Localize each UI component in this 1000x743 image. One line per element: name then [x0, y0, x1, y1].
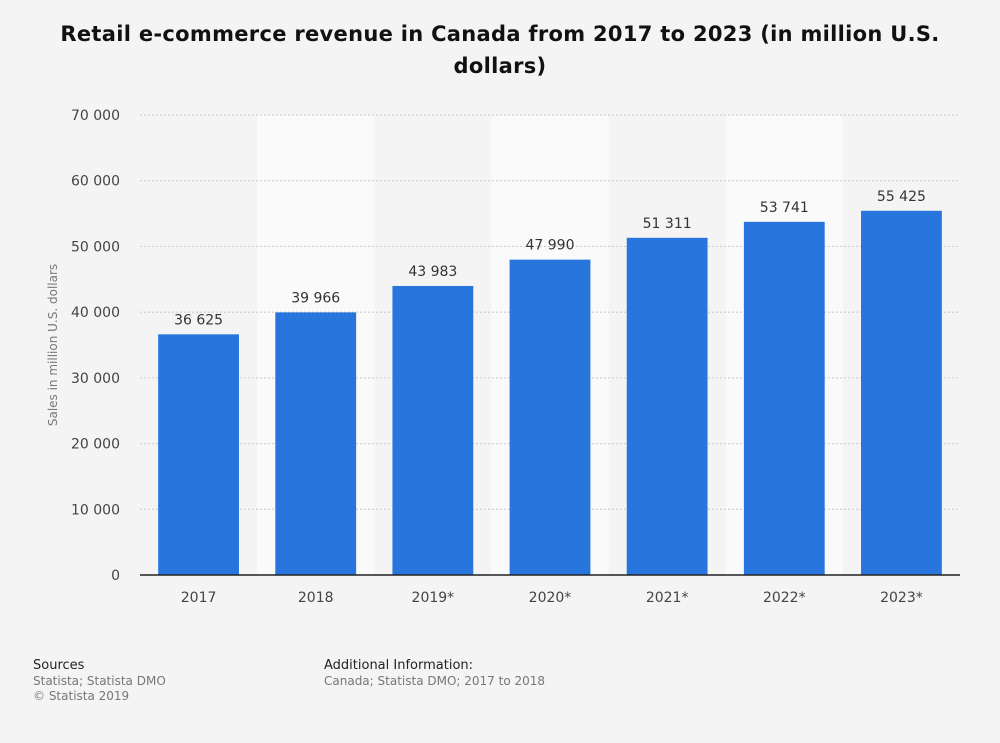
- bar: [509, 259, 591, 575]
- data-label: 55 425: [877, 189, 926, 205]
- x-tick-label: 2017: [181, 590, 217, 606]
- x-tick-label: 2020*: [529, 590, 572, 606]
- sources-text: Statista; Statista DMO: [33, 674, 166, 688]
- sources-heading: Sources: [33, 658, 85, 673]
- chart-title: Retail e-commerce revenue in Canada from…: [60, 22, 940, 78]
- y-tick-label: 60 000: [71, 174, 120, 190]
- bar: [861, 210, 942, 575]
- x-tick-label: 2019*: [412, 590, 455, 606]
- data-label: 43 983: [408, 264, 457, 280]
- y-axis-label: Sales in million U.S. dollars: [46, 264, 60, 426]
- x-tick-label: 2023*: [880, 590, 923, 606]
- data-label: 39 966: [291, 290, 340, 306]
- bar: [626, 237, 708, 576]
- additional-info-text: Canada; Statista DMO; 2017 to 2018: [324, 674, 546, 688]
- data-label: 53 741: [760, 200, 809, 216]
- copyright-text: © Statista 2019: [33, 689, 130, 703]
- bar: [392, 285, 474, 575]
- y-tick-label: 40 000: [71, 305, 120, 321]
- y-tick-label: 20 000: [71, 437, 120, 453]
- data-label: 47 990: [526, 238, 575, 254]
- y-tick-label: 10 000: [71, 502, 120, 518]
- data-label: 36 625: [174, 312, 223, 328]
- bar: [158, 334, 239, 575]
- data-label: 51 311: [643, 216, 692, 232]
- y-tick-label: 70 000: [71, 108, 120, 124]
- bar: [275, 312, 357, 575]
- x-tick-label: 2018: [298, 590, 334, 606]
- bar: [743, 221, 825, 576]
- additional-info-block: Additional Information: Canada; Statista…: [324, 658, 545, 689]
- y-tick-label: 0: [111, 568, 120, 584]
- x-tick-label: 2022*: [763, 590, 806, 606]
- y-tick-label: 50 000: [71, 239, 120, 255]
- additional-info-heading: Additional Information:: [324, 658, 474, 673]
- sources-block: Sources Statista; Statista DMO © Statist…: [33, 658, 166, 704]
- y-tick-label: 30 000: [71, 371, 120, 387]
- x-tick-label: 2021*: [646, 590, 689, 606]
